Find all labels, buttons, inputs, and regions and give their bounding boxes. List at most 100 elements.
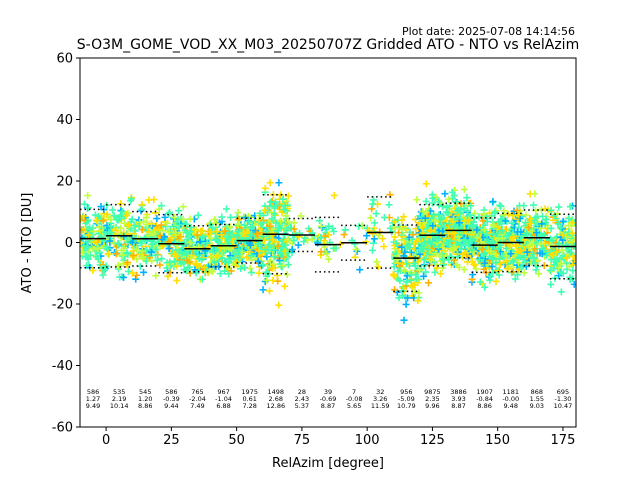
scatter-point-2486 (543, 251, 551, 259)
scatter-point-2301 (511, 251, 519, 259)
scatter-point-1108 (266, 257, 274, 265)
scatter-point-995 (259, 286, 267, 294)
scatter-point-2341 (507, 250, 515, 258)
scatter-point-1092 (275, 301, 283, 309)
scatter-point-1149 (279, 262, 287, 270)
scatter-point-1424 (396, 277, 404, 285)
scatter-point-1431 (414, 279, 422, 287)
scatter-point-1571 (436, 270, 444, 278)
scatter-point-1200 (288, 246, 296, 254)
bin-std-label-17: 9.03 (530, 402, 544, 410)
scatter-point-2577 (559, 217, 567, 225)
scatter-point-319 (151, 251, 159, 259)
scatter-point-2450 (536, 240, 544, 248)
scatter-point-340 (131, 222, 139, 230)
scatter-point-87 (92, 253, 100, 261)
scatter-point-2462 (537, 206, 545, 214)
bin-mean-label-0: 1.27 (86, 395, 100, 403)
scatter-point-2471 (523, 248, 531, 256)
scatter-point-354 (156, 261, 164, 269)
scatter-point-2086 (471, 261, 479, 269)
scatter-point-2479 (531, 259, 539, 267)
scatter-point-2126 (488, 263, 496, 271)
bin-std-label-16: 9.48 (503, 402, 517, 410)
scatter-point-1622 (420, 272, 428, 280)
scatter-point-967 (247, 231, 255, 239)
scatter-point-2415 (531, 245, 539, 253)
scatter-point-1166 (261, 245, 269, 253)
scatter-point-1253 (352, 245, 360, 253)
scatter-point-2538 (547, 241, 555, 249)
scatter-point-1390 (398, 225, 406, 233)
scatter-point-1175 (280, 205, 288, 213)
bin-std-label-11: 11.59 (371, 402, 390, 410)
scatter-point-1272 (373, 258, 381, 266)
scatter-point-111 (99, 271, 107, 279)
scatter-point-2596 (566, 203, 574, 211)
bin-std-label-13: 9.96 (425, 402, 439, 410)
scatter-point-2161 (468, 231, 476, 239)
scatter-point-1269 (370, 235, 378, 243)
scatter-point-755 (213, 228, 221, 236)
scatter-point-1094 (261, 277, 269, 285)
scatter-point-467 (171, 250, 179, 258)
scatter-point-1415 (404, 294, 412, 302)
scatter-point-1658 (429, 194, 437, 202)
scatter-point-986 (233, 250, 241, 258)
scatter-point-2622 (562, 241, 570, 249)
bin-std-label-5: 6.88 (216, 402, 230, 410)
scatter-point-2329 (509, 232, 517, 240)
bin-mean-label-13: 2.35 (425, 395, 439, 403)
scatter-point-764 (227, 245, 235, 253)
scatter-point-1951 (460, 204, 468, 212)
scatter-point-313 (142, 246, 150, 254)
bin-std-label-1: 10.14 (110, 402, 129, 410)
axes: 0 25 50 75 100 125 150 175 -60 -40 -20 0 20 40 60 (52, 52, 576, 449)
scatter-point-1255 (369, 239, 377, 247)
bin-count-label-16: 1181 (502, 388, 519, 396)
scatter-point-593 (184, 244, 192, 252)
scatter-point-2100 (468, 257, 476, 265)
scatter-point-842 (255, 269, 263, 277)
scatter-point-120 (89, 245, 97, 253)
bin-mean-label-9: -0.69 (320, 395, 337, 403)
scatter-point-739 (226, 223, 234, 231)
scatter-point-2618 (557, 224, 565, 232)
bin-count-label-0: 586 (87, 388, 99, 396)
scatter-point-752 (218, 213, 226, 221)
scatter-point-1686 (421, 214, 429, 222)
scatter-point-1270 (371, 219, 379, 227)
scatter-point-1243 (362, 238, 370, 246)
scatter-point-987 (234, 220, 242, 228)
scatter-point-2345 (498, 227, 506, 235)
scatter-point-229 (120, 219, 128, 227)
scatter-point-2561 (555, 264, 563, 272)
bin-mean-label-5: -1.04 (215, 395, 232, 403)
scatter-point-1429 (399, 233, 407, 241)
scatter-point-2277 (513, 271, 521, 279)
scatter-point-975 (243, 253, 251, 261)
scatter-point-1298 (407, 248, 415, 256)
scatter-point-454 (179, 215, 187, 223)
scatter-point-1853 (445, 255, 453, 263)
scatter-point-1690 (417, 233, 425, 241)
bin-std-label-0: 9.49 (86, 402, 100, 410)
scatter-point-462 (161, 213, 169, 221)
scatter-point-945 (241, 264, 249, 272)
bin-std-label-9: 8.87 (321, 402, 335, 410)
scatter-point-1294 (402, 300, 410, 308)
bin-mean-label-6: 0.61 (242, 395, 256, 403)
scatter-point-698 (207, 228, 215, 236)
scatter-point-982 (256, 209, 264, 217)
scatter-point-2599 (567, 222, 575, 230)
scatter-point-970 (251, 227, 259, 235)
scatter-point-685 (208, 268, 216, 276)
bin-mean-label-14: 3.93 (451, 395, 465, 403)
bin-mean-label-8: 2.43 (295, 395, 309, 403)
scatter-point-1696 (425, 237, 433, 245)
scatter-point-2611 (557, 288, 565, 296)
scatter-point-463 (163, 219, 171, 227)
scatter-point-1078 (268, 215, 276, 223)
scatter-point-1899 (460, 266, 468, 274)
scatter-point-416 (164, 272, 172, 280)
